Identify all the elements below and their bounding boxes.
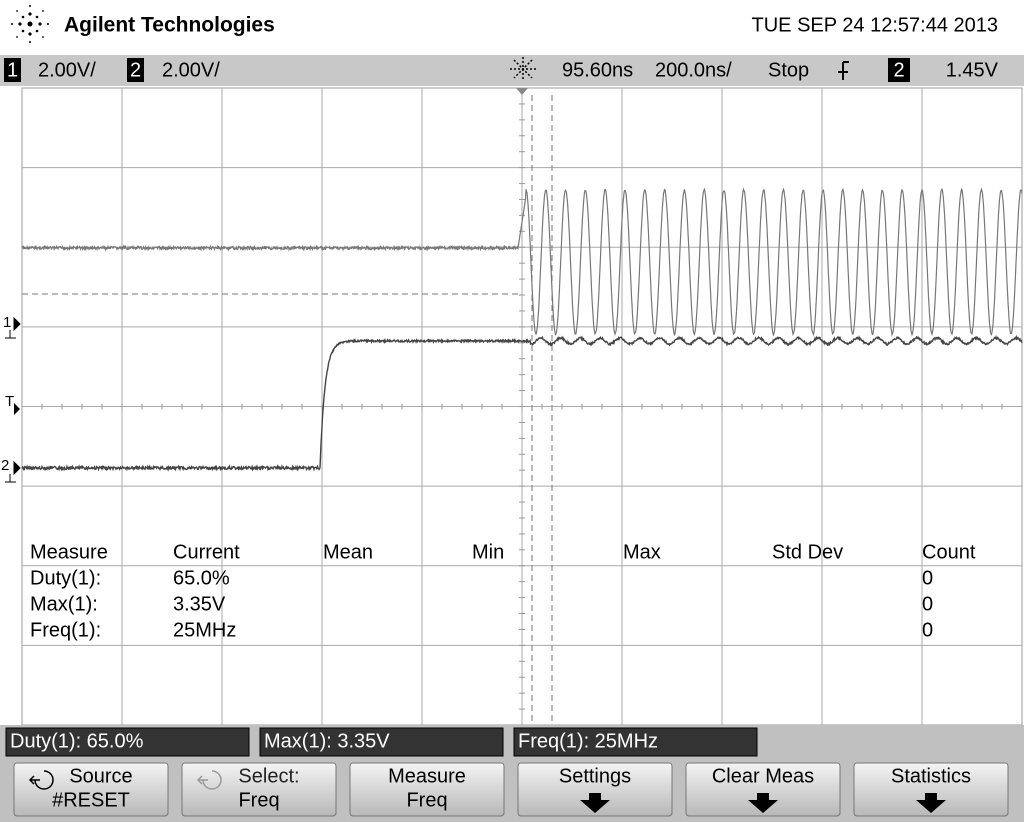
ch1-marker: 1 [3, 314, 11, 331]
row-current: 3.35V [173, 593, 226, 615]
table-header: Max [623, 541, 661, 563]
delay-icon [510, 57, 536, 81]
softkey-label[interactable]: Select: [238, 765, 299, 787]
softkey-sub[interactable]: Freq [406, 789, 447, 811]
brand: Agilent Technologies [64, 14, 275, 37]
trigger-level-arrow [14, 403, 20, 415]
channel-1-trace [21, 187, 1023, 337]
softkey-label[interactable]: Settings [559, 765, 631, 787]
table-header: Measure [30, 541, 108, 563]
ch1-scale: 2.00V/ [38, 59, 96, 81]
table-header: Std Dev [772, 541, 843, 563]
push-select-icon[interactable] [196, 770, 222, 790]
grid [21, 87, 1023, 726]
softkey[interactable]: Clear Meas [685, 762, 841, 817]
datetime: TUE SEP 24 12:57:44 2013 [752, 14, 998, 36]
measure-bar: Duty(1): 65.0% Max(1): 3.35V Freq(1): 25MH… [5, 727, 758, 757]
trigger-source: 2 [893, 59, 904, 81]
measure-box [259, 727, 504, 757]
row-count: 0 [922, 593, 933, 615]
row-name: Freq(1): [30, 619, 101, 641]
row-count: 0 [922, 619, 933, 641]
softkey-label[interactable]: Source [69, 765, 132, 787]
measure-readout: Freq(1): 25MHz [518, 730, 658, 752]
table-header: Min [472, 541, 504, 563]
softkey[interactable]: Settings [517, 762, 673, 817]
measure-table: Measure Current Mean Min Max Std Dev Count Duty… [30, 541, 976, 641]
trigger-level: 1.45V [946, 59, 999, 81]
ch2-badge [127, 58, 144, 82]
measure-box [5, 727, 250, 757]
row-current: 65.0% [173, 567, 230, 589]
push-select-icon[interactable] [28, 770, 54, 790]
row-current: 25MHz [173, 619, 236, 641]
ch2-marker: 2 [1, 457, 9, 474]
ch1-number: 1 [7, 59, 18, 81]
trigger-marker: T [5, 393, 14, 410]
channel-2-trace [21, 334, 1023, 472]
softkey-bg[interactable] [349, 762, 505, 817]
softkey-arrow[interactable] [916, 793, 946, 813]
trigger-source-badge [888, 58, 910, 82]
measure-readout: Duty(1): 65.0% [10, 730, 144, 752]
status-bar [0, 55, 1024, 86]
ch2-number: 2 [130, 59, 141, 81]
measure-readout: Max(1): 3.35V [264, 730, 390, 752]
softkey-bg[interactable] [853, 762, 1009, 817]
softkey-bg[interactable] [517, 762, 673, 817]
ch2-scale: 2.00V/ [162, 59, 220, 81]
softkey-label[interactable]: Clear Meas [712, 765, 814, 787]
timebase: 200.0ns/ [655, 59, 732, 81]
table-header: Mean [323, 541, 373, 563]
softkey-arrow[interactable] [580, 793, 610, 813]
channel-markers: 1 T 2 [1, 314, 21, 483]
measure-box [513, 727, 758, 757]
table-header: Count [922, 541, 976, 563]
ch2-ground [5, 460, 21, 483]
ch1-ground [5, 316, 21, 339]
softkey-arrow[interactable] [748, 793, 778, 813]
softkey-label[interactable]: Statistics [891, 765, 971, 787]
waveforms [21, 187, 1023, 472]
trigger-slope-icon [838, 61, 849, 80]
row-count: 0 [922, 567, 933, 589]
trigger-position-marker [516, 88, 528, 95]
row-name: Duty(1): [30, 567, 101, 589]
header-bg [0, 0, 1024, 55]
softkey[interactable]: Source#RESET [13, 762, 169, 817]
logo [11, 5, 49, 43]
softkey-sub[interactable]: Freq [238, 789, 279, 811]
softkey[interactable]: Statistics [853, 762, 1009, 817]
row-name: Max(1): [30, 593, 98, 615]
table-header: Current [173, 541, 240, 563]
softkey-bg[interactable] [685, 762, 841, 817]
softkey-sub[interactable]: #RESET [52, 789, 130, 811]
ch1-badge [4, 58, 21, 82]
delay: 95.60ns [562, 59, 633, 81]
softkey-label[interactable]: Measure [388, 765, 466, 787]
softkeys: Source#RESETSelect:FreqMeasureFreqSettin… [13, 762, 1009, 817]
run-state: Stop [768, 59, 809, 81]
softkey[interactable]: Select:Freq [181, 762, 337, 817]
